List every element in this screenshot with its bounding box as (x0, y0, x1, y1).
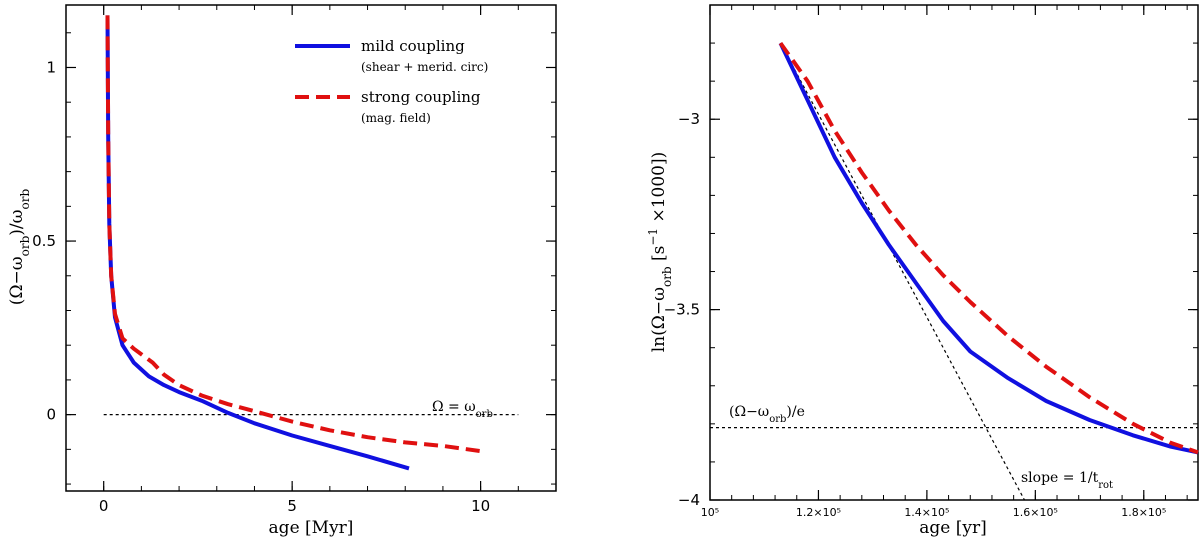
series-mild-coupling-line (778, 42, 1199, 455)
x-tick-label: 1.2×10⁵ (796, 506, 841, 519)
y-tick-label: −3.5 (664, 301, 700, 319)
left-legend: mild coupling (shear + merid. circ) stro… (295, 37, 488, 125)
right-x-axis-title: age [yr] (919, 518, 986, 538)
x-tick-label: 1.4×10⁵ (904, 506, 949, 519)
x-tick-label: 1.8×10⁵ (1121, 506, 1166, 519)
right-reference-line-label: (Ω−ωorb)/e (729, 404, 805, 425)
x-tick-label: 1.6×10⁵ (1013, 506, 1058, 519)
x-tick-label: 10⁵ (701, 506, 719, 519)
legend-mild-label: mild coupling (361, 37, 465, 55)
y-tick-label: 0 (46, 406, 56, 424)
panel-right: 10⁵ 1.2×10⁵ 1.4×10⁵ 1.6×10⁵ 1.8×10⁵−4−3.5−3 … (646, 4, 1199, 538)
left-x-axis-title: age [Myr] (269, 518, 354, 538)
y-tick-label: 0.5 (32, 232, 56, 250)
panel-left: 0 5 10 0 0.5 1 Ω = ωorb mild coupling (shear … (7, 4, 557, 538)
right-y-axis-title: ln(Ω−ωorb [s−1 ×1000]) (646, 152, 674, 353)
series-mild-coupling-line (105, 15, 410, 471)
right-plot-frame (709, 4, 1199, 501)
right-series-group (778, 41, 1199, 455)
x-tick-label: 10 (471, 497, 490, 515)
series-strong-coupling-line (105, 15, 481, 454)
left-y-axis-title: (Ω−ωorb)/ωorb (7, 189, 32, 306)
left-reference-line-label: Ω = ωorb (432, 399, 493, 420)
right-tangent-label: slope = 1/trot (1021, 470, 1113, 491)
series-strong-coupling-line (778, 41, 1199, 455)
left-ticks: 0 5 10 0 0.5 1 (32, 5, 557, 515)
y-tick-label: −4 (678, 491, 700, 509)
right-ticks: 10⁵ 1.2×10⁵ 1.4×10⁵ 1.6×10⁵ 1.8×10⁵ −4 −3.5 −3 (664, 4, 1198, 519)
y-tick-label: −3 (678, 110, 700, 128)
x-tick-label: 0 (99, 497, 109, 515)
y-tick-label: 1 (46, 58, 56, 76)
right-tangent-line (779, 42, 1026, 501)
left-plot-frame (65, 4, 557, 492)
legend-strong-sublabel: (mag. field) (361, 111, 431, 125)
legend-mild-sublabel: (shear + merid. circ) (361, 60, 488, 74)
legend-strong-label: strong coupling (361, 88, 481, 106)
x-tick-label: 5 (287, 497, 297, 515)
left-series-group (105, 15, 481, 471)
